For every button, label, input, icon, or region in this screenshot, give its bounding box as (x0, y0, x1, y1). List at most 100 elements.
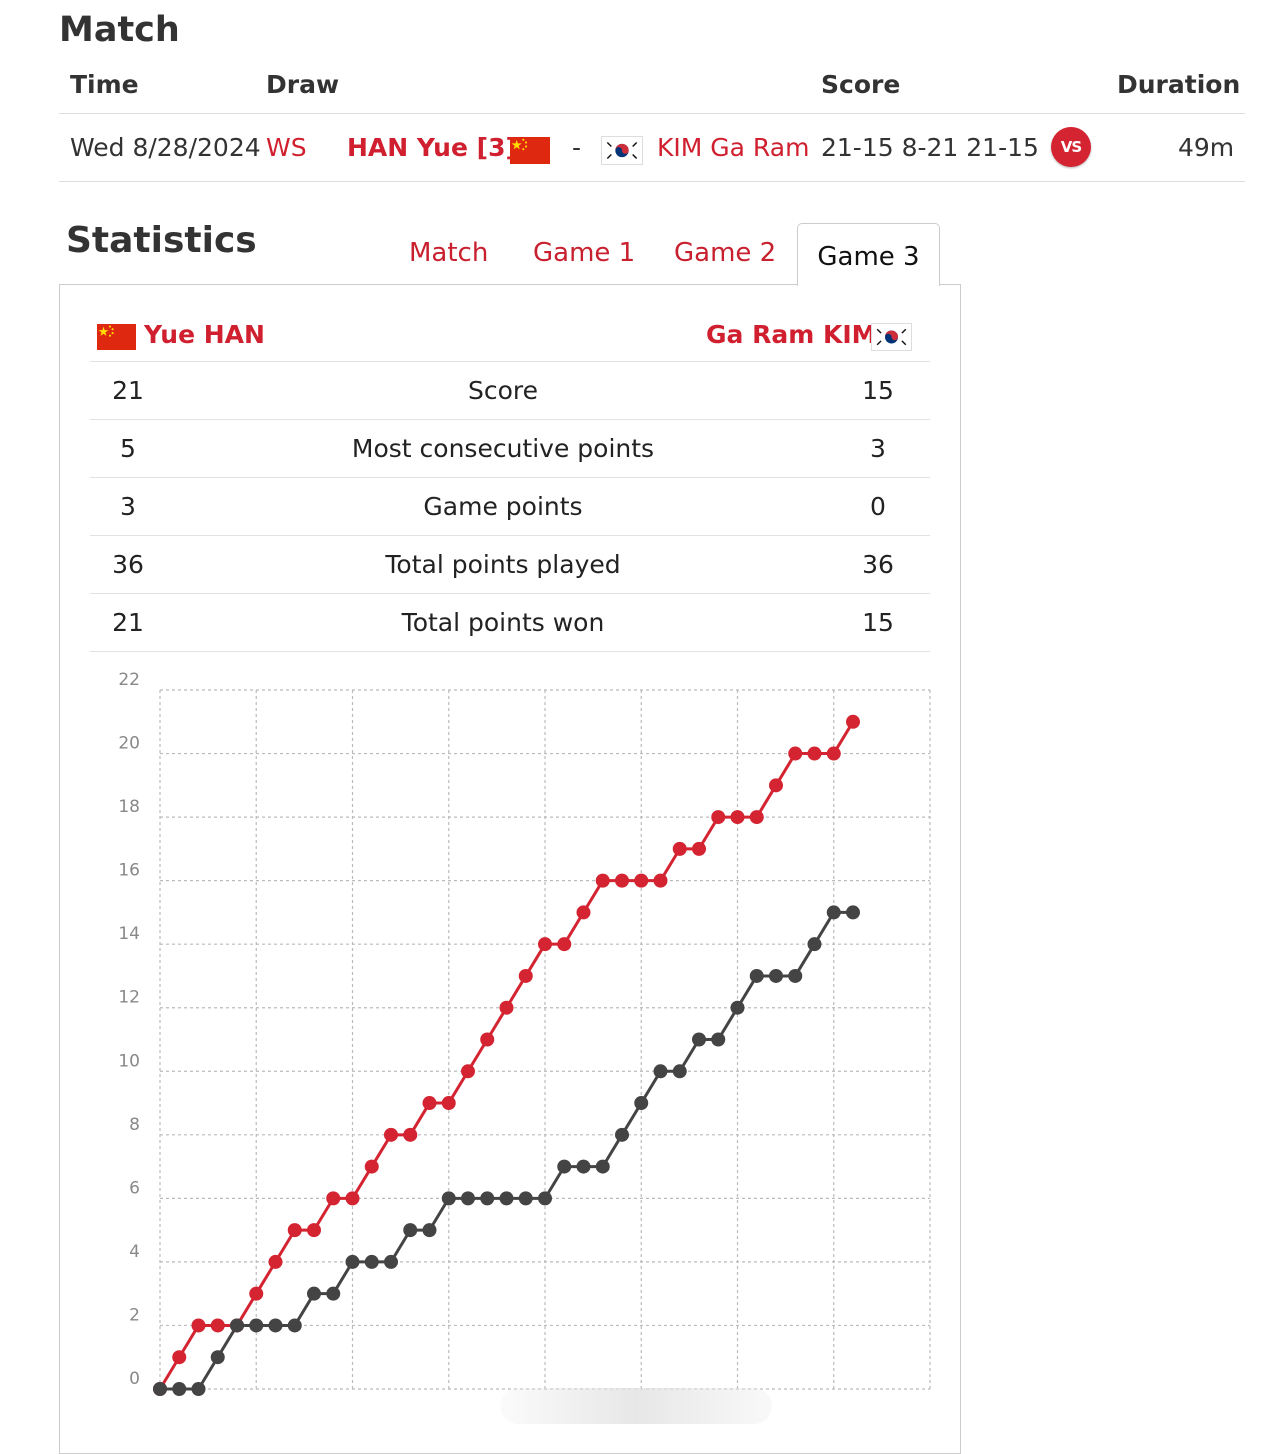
series-ga-ram-kim-point (307, 1286, 321, 1301)
y-tick-label: 20 (118, 734, 140, 754)
series-ga-ram-kim-point (403, 1223, 418, 1238)
row-divider (59, 181, 1245, 182)
series-ga-ram-kim-point (788, 968, 803, 983)
stat-right-value: 3 (870, 434, 886, 463)
series-yue-han-point (480, 1032, 495, 1047)
series-ga-ram-kim-point (711, 1032, 726, 1047)
china-flag-icon (510, 137, 550, 164)
y-tick-label: 22 (118, 670, 140, 690)
series-yue-han-point (191, 1318, 206, 1333)
series-yue-han-point (538, 937, 552, 952)
y-tick-label: 14 (118, 924, 140, 944)
series-ga-ram-kim-point (461, 1191, 475, 1206)
series-yue-han-point (595, 873, 610, 888)
match-time: Wed 8/28/2024 (70, 133, 261, 162)
series-yue-han-point (769, 778, 783, 793)
stat-right-value: 15 (862, 608, 894, 637)
series-ga-ram-kim-point (769, 968, 783, 983)
series-ga-ram-kim-point (480, 1191, 495, 1206)
series-ga-ram-kim-point (287, 1318, 302, 1333)
series-ga-ram-kim-point (422, 1223, 437, 1238)
series-yue-han-point (711, 810, 726, 825)
series-yue-han-point (307, 1223, 321, 1238)
stat-left-value: 5 (120, 434, 136, 463)
stat-row-game-points: 3 Game points 0 (90, 477, 930, 536)
stat-left-value: 21 (112, 608, 144, 637)
korea-flag-icon (602, 137, 642, 164)
series-ga-ram-kim-point (345, 1254, 360, 1269)
series-yue-han-point (422, 1096, 437, 1111)
series-ga-ram-kim-point (615, 1127, 629, 1142)
series-ga-ram-kim-point (749, 968, 764, 983)
match-score: 21-15 8-21 21-15 (821, 133, 1039, 162)
series-yue-han-point (345, 1191, 360, 1206)
col-header-duration: Duration (1117, 70, 1241, 99)
series-yue-han-point (441, 1096, 456, 1111)
series-yue-han-point (557, 937, 572, 952)
series-yue-han-point (326, 1191, 341, 1206)
series-yue-han-point (287, 1223, 302, 1238)
player2-link[interactable]: KIM Ga Ram (657, 133, 810, 162)
series-yue-han-point (384, 1127, 398, 1142)
stats-player2-name[interactable]: Ga Ram KIM (706, 320, 877, 349)
series-yue-han-point (846, 714, 860, 729)
series-yue-han-point (576, 905, 591, 920)
header-divider (59, 113, 1245, 114)
match-duration: 49m (1178, 133, 1235, 162)
stat-row-points-won: 21 Total points won 15 (90, 593, 930, 652)
series-ga-ram-kim-point (538, 1191, 552, 1206)
stats-bottom-divider (90, 651, 930, 652)
series-yue-han-point (653, 873, 668, 888)
series-yue-han-point (807, 746, 822, 761)
series-yue-han-point (518, 968, 533, 983)
stat-label: Game points (423, 492, 583, 521)
y-tick-label: 10 (118, 1051, 140, 1071)
series-yue-han-point (364, 1159, 379, 1174)
panel-border (59, 284, 797, 285)
y-tick-label: 6 (129, 1178, 140, 1198)
tab-game-2[interactable]: Game 2 (674, 238, 777, 268)
y-tick-label: 2 (129, 1305, 140, 1325)
series-ga-ram-kim-point (326, 1286, 341, 1301)
series-yue-han-point (499, 1000, 514, 1015)
series-ga-ram-kim-point (730, 1000, 745, 1015)
series-ga-ram-kim-point (595, 1159, 610, 1174)
series-ga-ram-kim-point (499, 1191, 514, 1206)
stats-player1-name[interactable]: Yue HAN (144, 320, 265, 349)
series-ga-ram-kim-point (249, 1318, 264, 1333)
player1-link[interactable]: HAN Yue [3] (347, 133, 517, 162)
tab-game-3[interactable]: Game 3 (797, 223, 940, 286)
vs-icon[interactable]: VS (1051, 127, 1091, 167)
series-yue-han-point (210, 1318, 225, 1333)
series-ga-ram-kim-point (441, 1191, 456, 1206)
series-ga-ram-kim-point (230, 1318, 244, 1333)
series-yue-han-line (158, 720, 855, 1390)
series-yue-han-point (172, 1350, 187, 1365)
series-ga-ram-kim-point (557, 1159, 572, 1174)
stat-row-points-played: 36 Total points played 36 (90, 535, 930, 594)
y-tick-label: 12 (118, 988, 140, 1008)
series-ga-ram-kim-point (364, 1254, 379, 1269)
series-yue-han-point (730, 810, 745, 825)
horizontal-scroll-indicator[interactable] (500, 1388, 772, 1424)
series-ga-ram-kim-point (384, 1254, 398, 1269)
series-ga-ram-kim-point (172, 1382, 187, 1396)
stat-left-value: 21 (112, 376, 144, 405)
series-yue-han-point (692, 841, 706, 856)
tab-match[interactable]: Match (409, 238, 489, 268)
series-ga-ram-kim-point (153, 1382, 167, 1396)
series-yue-han-point (249, 1286, 264, 1301)
korea-flag-icon (872, 324, 911, 350)
series-ga-ram-kim-point (268, 1318, 283, 1333)
stat-right-value: 15 (862, 376, 894, 405)
draw-link[interactable]: WS (266, 133, 307, 162)
series-ga-ram-kim-point (807, 937, 822, 952)
series-ga-ram-kim-point (692, 1032, 706, 1047)
tab-game-1[interactable]: Game 1 (533, 238, 636, 268)
stat-right-value: 0 (870, 492, 886, 521)
y-tick-label: 4 (129, 1242, 140, 1262)
stat-label: Total points won (401, 608, 605, 637)
stat-row-consecutive: 5 Most consecutive points 3 (90, 419, 930, 478)
stat-label: Total points played (385, 550, 621, 579)
series-yue-han-point (268, 1254, 283, 1269)
